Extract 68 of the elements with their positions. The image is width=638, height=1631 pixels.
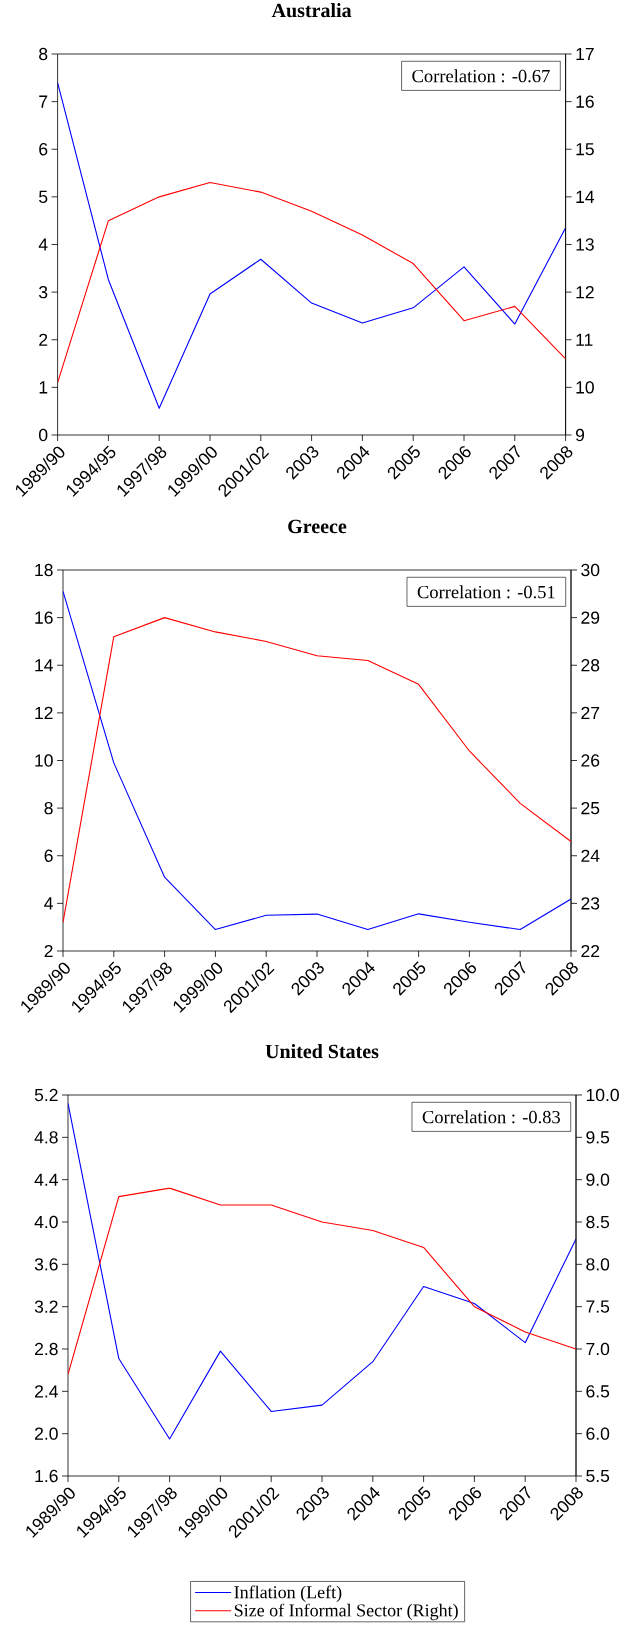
y2-tick-label: 24: [581, 849, 600, 862]
annotation: Correlation : -0.83: [422, 1110, 560, 1124]
y-tick-label: 0: [39, 428, 48, 442]
y-tick-label: 6: [39, 143, 48, 156]
y2-tick-label: 27: [581, 706, 600, 719]
y2-tick-label: 13: [576, 238, 594, 251]
y2-tick-label: 8.5: [586, 1215, 610, 1229]
y-tick-label: 4.0: [34, 1215, 58, 1229]
y-tick-label: 1.6: [35, 1469, 58, 1483]
legend-label: Size of Informal Sector (Right): [234, 1603, 458, 1621]
y2-tick-label: 17: [576, 47, 594, 61]
y-tick-label: 16: [35, 611, 53, 624]
y-tick-label: 5: [39, 190, 48, 203]
y-tick-label: 1: [39, 381, 48, 394]
y-tick-label: 14: [35, 659, 53, 672]
y-tick-label: 2.4: [35, 1385, 58, 1398]
y-tick-label: 8: [39, 47, 48, 61]
y-tick-label: 4: [38, 238, 48, 251]
y2-tick-label: 30: [581, 563, 600, 577]
y-tick-label: 4.8: [34, 1131, 58, 1144]
y2-tick-label: 29: [581, 611, 600, 624]
y2-tick-label: 12: [576, 286, 594, 299]
y-tick-label: 6: [44, 849, 53, 862]
y-tick-label: 7: [39, 95, 48, 108]
annotation: Correlation : -0.67: [412, 69, 550, 83]
y2-tick-label: 7.5: [586, 1300, 610, 1313]
y2-tick-label: 11: [576, 333, 593, 346]
y2-tick-label: 9: [575, 428, 585, 442]
y2-tick-label: 9.5: [586, 1131, 610, 1144]
chart-title: Greece: [288, 519, 347, 534]
line-series: [57, 182, 566, 384]
y2-tick-label: 22: [581, 944, 600, 958]
y2-tick-label: 10.0: [586, 1088, 619, 1102]
chart-title: United States: [265, 1044, 379, 1059]
legend-label: Inflation (Left): [234, 1585, 342, 1602]
y-tick-label: 2.0: [35, 1427, 58, 1440]
y2-tick-label: 15: [576, 143, 594, 156]
y2-tick-label: 8.0: [586, 1258, 610, 1271]
y2-tick-label: 26: [581, 754, 600, 767]
y-tick-label: 4: [44, 897, 53, 910]
y-tick-label: 4.4: [34, 1173, 58, 1186]
y2-tick-label: 5.5: [586, 1469, 610, 1483]
y-tick-label: 2.8: [35, 1342, 58, 1356]
y-tick-label: 10: [35, 754, 53, 767]
annotation: Correlation : -0.51: [417, 585, 555, 599]
y-tick-label: 18: [35, 563, 53, 577]
y-tick-label: 8: [44, 801, 53, 815]
y-tick-label: 3: [39, 285, 48, 299]
y-tick-label: 3.2: [34, 1300, 58, 1313]
y2-tick-label: 9.0: [586, 1173, 610, 1186]
y-tick-label: 2: [39, 333, 48, 346]
y-tick-label: 12: [35, 706, 53, 719]
y2-tick-label: 7.0: [586, 1342, 610, 1356]
y-tick-label: 2: [44, 944, 53, 958]
y2-tick-label: 25: [581, 801, 600, 815]
y2-tick-label: 28: [581, 659, 600, 672]
line-series: [57, 82, 566, 409]
y-tick-label: 3.6: [34, 1258, 58, 1271]
y2-tick-label: 6.0: [586, 1427, 610, 1440]
y2-tick-label: 6.5: [586, 1385, 610, 1398]
y2-tick-label: 10: [576, 381, 594, 394]
y-tick-label: 5.2: [34, 1088, 58, 1102]
y2-tick-label: 16: [576, 95, 594, 108]
chart-title: Australia: [271, 3, 352, 18]
line-series: [68, 1102, 576, 1440]
y2-tick-label: 14: [576, 190, 595, 203]
y2-tick-label: 23: [581, 897, 600, 910]
line-series: [68, 1187, 576, 1375]
